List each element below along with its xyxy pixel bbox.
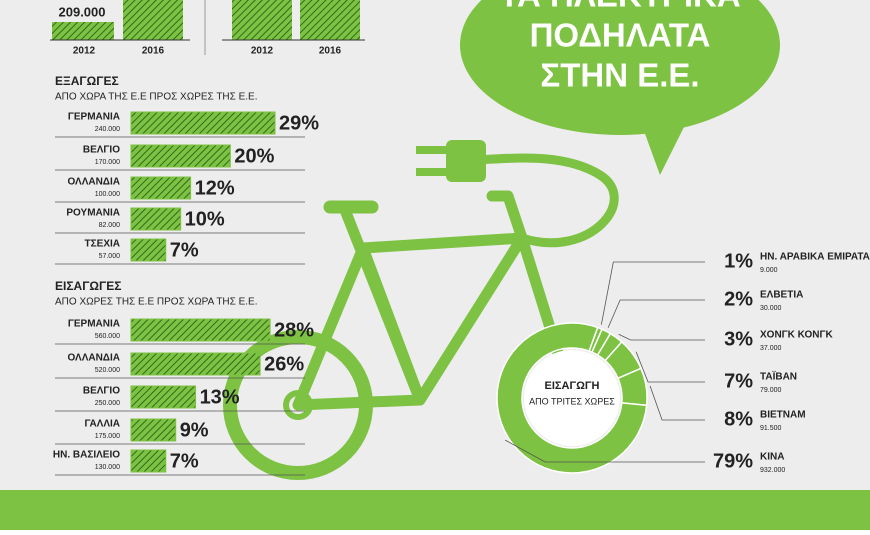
leader-line [618,333,705,341]
row-label: ΓΑΛΛΙΑ [85,419,120,430]
row-label: ΤΣΕΧΙΑ [85,239,120,250]
row-sublabel: 100.000 [95,191,120,198]
bar [130,352,261,376]
bar [130,418,177,442]
value-label: 9% [180,419,209,441]
row-label: ΓΕΡΜΑΝΙΑ [68,319,120,330]
row-sublabel: 520.000 [95,367,120,374]
top-value: 209.000 [59,4,106,19]
leader-line [600,261,705,325]
section-title: ΕΞΑΓΩΓΕΣ [55,74,119,88]
value-label: 29% [279,112,319,134]
segment-label: ΕΛΒΕΤΙΑ [760,290,803,301]
section-title: ΕΙΣΑΓΩΓΕΣ [55,279,121,293]
value-label: 79% [713,450,753,472]
value-label: 26% [264,353,304,375]
value-label: 2% [724,288,753,310]
top-category: 2016 [319,46,342,57]
title-line: ΤΑ ΗΛΕΚΤΡΙΚΑ [499,0,740,14]
segment-sublabel: 932.000 [760,467,785,474]
plug-prong [416,146,448,154]
segment-label: ΧΟΝΓΚ ΚΟΝΓΚ [760,330,833,341]
bubble [460,0,780,135]
row-sublabel: 560.000 [95,333,120,340]
value-label: 7% [170,450,199,472]
value-label: 1% [724,250,753,272]
cable [465,153,619,248]
bubble-tail [640,115,690,175]
value-label: 7% [724,370,753,392]
plug [416,140,486,182]
value-label: 12% [195,177,235,199]
value-label: 8% [724,408,753,430]
row-sublabel: 170.000 [95,159,120,166]
plug-body [446,140,486,182]
handlebar [486,190,528,244]
row-label: ΡΟΥΜΑΝΙΑ [66,208,120,219]
row-sublabel: 240.000 [95,126,120,133]
row-label: ΒΕΛΓΙΟ [83,145,120,156]
donut-segment [496,322,648,474]
donut-subtitle: ΑΠΟ ΤΡΙΤΕΣ ΧΩΡΕΣ [529,396,615,406]
title-line: ΠΟΔΗΛΑΤΑ [530,17,711,54]
segment-sublabel: 91.500 [760,425,782,432]
row-label: ΟΛΛΑΝΔΙΑ [68,177,120,188]
row-sublabel: 130.000 [95,464,120,471]
value-label: 20% [234,145,274,167]
bar [130,449,167,473]
row-sublabel: 82.000 [99,222,121,229]
row-label: ΓΕΡΜΑΝΙΑ [68,112,120,123]
top-bar [52,22,114,40]
main-frame [339,204,528,406]
top-category: 2012 [73,46,96,57]
leader-line [607,299,705,328]
top-chart: 209.000 2012 2016 2012 2016 [50,0,365,57]
leader-line [649,385,705,421]
value-label: 7% [170,239,199,261]
top-bar [300,0,360,40]
segment-sublabel: 9.000 [760,267,778,274]
plug-prong [416,168,448,176]
donut-title: ΕΙΣΑΓΩΓΗ [545,380,600,392]
bar [130,238,167,262]
value-label: 28% [274,319,314,341]
title-bubble: ΤΑ ΗΛΕΚΤΡΙΚΑ ΠΟΔΗΛΑΤΑ ΣΤΗΝ Ε.Ε. [460,0,780,175]
bar [130,111,276,135]
leader-line [504,439,705,463]
bar [130,385,197,409]
row-label: ΟΛΛΑΝΔΙΑ [68,353,120,364]
row-label: ΗΝ. ΒΑΣΙΛΕΙΟ [53,450,120,461]
row-sublabel: 175.000 [95,433,120,440]
donut-center [524,350,620,446]
top-category: 2016 [142,46,165,57]
value-label: 13% [200,386,240,408]
bicycle [223,153,619,480]
value-label: 3% [724,328,753,350]
segment-label: ΒΙΕΤΝΑΜ [760,410,806,421]
footer-band [0,490,870,530]
bar [130,176,192,200]
bar [130,144,231,168]
row-sublabel: 250.000 [95,400,120,407]
segment-sublabel: 37.000 [760,345,782,352]
top-bar [232,0,292,40]
segment-label: ΤΑΪΒΑΝ [760,370,797,383]
bar [130,207,182,231]
leader-line [635,351,705,383]
row-label: ΒΕΛΓΙΟ [83,386,120,397]
segment-label: ΚΙΝΑ [760,452,784,463]
section-subtitle: ΑΠΟ ΧΩΡΑ ΤΗΣ Ε.Ε ΠΡΟΣ ΧΩΡΕΣ ΤΗΣ Ε.Ε. [55,92,258,103]
top-category: 2012 [251,46,274,57]
charts: ΕΞΑΓΩΓΕΣ ΑΠΟ ΧΩΡΑ ΤΗΣ Ε.Ε ΠΡΟΣ ΧΩΡΕΣ ΤΗΣ … [53,74,870,476]
bar [130,318,271,342]
title-line: ΣΤΗΝ Ε.Ε. [540,57,699,94]
segment-sublabel: 79.000 [760,387,782,394]
segment-label: ΗΝ. ΑΡΑΒΙΚΑ ΕΜΙΡΑΤΑ [760,252,870,263]
value-label: 10% [185,208,225,230]
segment-sublabel: 30.000 [760,305,782,312]
top-bar [123,0,183,40]
section-subtitle: ΑΠΟ ΧΩΡΕΣ ΤΗΣ Ε.Ε ΠΡΟΣ ΧΩΡΑ ΤΗΣ Ε.Ε. [55,297,258,308]
row-sublabel: 57.000 [99,253,121,260]
